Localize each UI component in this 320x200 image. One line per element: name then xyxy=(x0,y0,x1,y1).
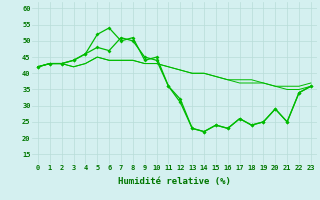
X-axis label: Humidité relative (%): Humidité relative (%) xyxy=(118,177,231,186)
